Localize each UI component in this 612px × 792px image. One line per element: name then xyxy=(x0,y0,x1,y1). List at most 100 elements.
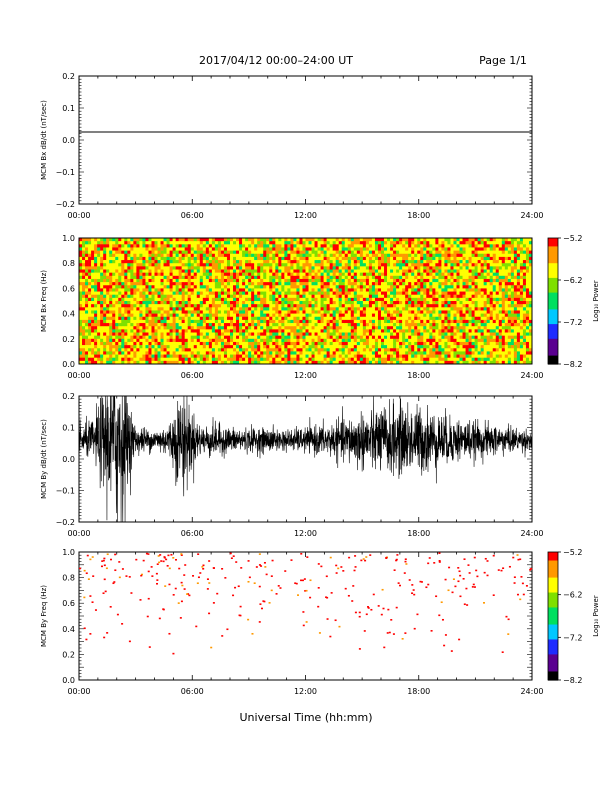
spectrogram-cell xyxy=(220,319,225,324)
spectrogram-cell xyxy=(223,282,228,286)
spectrogram-cell xyxy=(344,253,349,258)
spectrogram-cell xyxy=(124,345,128,349)
spectrogram-cell xyxy=(341,335,346,340)
spectrogram-cell xyxy=(429,291,433,295)
spectrogram-cell xyxy=(338,241,343,245)
spectrogram-cell xyxy=(220,329,225,333)
spectrogram-cell xyxy=(308,275,312,280)
spectrogram-cell xyxy=(359,338,364,343)
spectrogram-cell xyxy=(151,244,155,248)
spectrogram-cell xyxy=(157,241,161,245)
spectrogram-cell xyxy=(396,263,400,267)
spectrogram-cell xyxy=(371,357,376,362)
spectrogram-cell xyxy=(396,345,400,349)
spectrogram-cell xyxy=(169,329,173,333)
spectrogram-cell xyxy=(172,360,176,365)
spectrogram-cell xyxy=(223,316,228,321)
spectrogram-cell xyxy=(341,247,346,251)
spectrogram-cell xyxy=(248,323,252,327)
spectrogram-cell xyxy=(190,269,195,273)
spectrogram-cell xyxy=(320,253,324,258)
spectrogram-cell xyxy=(214,313,219,318)
spectrogram-cell xyxy=(414,294,418,299)
spectrogram-cell xyxy=(211,272,216,277)
spectrogram-cell xyxy=(127,332,131,336)
spectrogram-cell xyxy=(399,238,403,242)
spectrogram-cell xyxy=(223,304,228,308)
spectrogram-cell xyxy=(178,310,182,314)
spectrogram-cell xyxy=(384,354,388,358)
spectrogram-cell xyxy=(335,341,340,346)
spectrogram-cell xyxy=(88,338,92,343)
spectrogram-cell xyxy=(190,310,195,314)
spectrogram-cell xyxy=(396,301,400,305)
spectrogram-cell xyxy=(269,247,273,251)
spectrogram-cell xyxy=(181,319,185,324)
spectrogram-cell xyxy=(184,247,189,251)
spectrogram-cell xyxy=(139,360,143,365)
spectrogram-cell xyxy=(172,288,176,292)
spectrogram-cell xyxy=(426,338,430,343)
spectrogram-cell xyxy=(133,341,137,346)
spectrogram-cell xyxy=(154,278,158,283)
spectrogram-cell xyxy=(196,260,201,264)
spectrogram-cell xyxy=(411,297,415,302)
spectrogram-cell xyxy=(338,297,343,302)
spectrogram-cell xyxy=(100,275,104,280)
spectrogram-cell xyxy=(272,335,276,340)
spectrogram-cell xyxy=(272,341,276,346)
spectrogram-cell xyxy=(91,263,95,267)
spectrogram-cell xyxy=(320,275,324,280)
spectrogram-cell xyxy=(287,329,291,333)
spectrogram-cell xyxy=(371,316,376,321)
spectrogram-cell xyxy=(154,329,158,333)
spectrogram-cell xyxy=(142,247,146,251)
spectrogram-cell xyxy=(94,316,98,321)
spectrogram-cell xyxy=(124,253,128,258)
spectrogram-cell xyxy=(377,275,382,280)
spectrogram-cell xyxy=(166,282,170,286)
spectrogram-cell xyxy=(387,294,391,299)
spectrogram-cell xyxy=(245,338,249,343)
spectrogram-cell xyxy=(94,335,98,340)
spectrogram-cell xyxy=(82,335,86,340)
spectrogram-cell xyxy=(230,313,234,318)
spectrogram-cell xyxy=(79,238,83,242)
spectrogram-cell xyxy=(377,351,382,355)
spectrogram-cell xyxy=(260,247,264,251)
spectrogram-cell xyxy=(236,282,240,286)
spectrogram-cell xyxy=(230,307,234,311)
spectrogram-cell xyxy=(127,329,131,333)
spectrogram-cell xyxy=(275,360,279,365)
spectrogram-cell xyxy=(202,348,207,352)
spectrogram-cell xyxy=(287,297,291,302)
spectrogram-cell xyxy=(139,301,143,305)
spectrogram-cell xyxy=(166,335,170,340)
spectrogram-cell xyxy=(281,360,285,365)
spectrogram-cell xyxy=(308,360,312,365)
spectrogram-cell xyxy=(314,247,318,251)
spectrogram-cell xyxy=(344,247,349,251)
spectrogram-cell xyxy=(420,285,424,289)
spectrogram-cell xyxy=(142,297,146,302)
spectrogram-cell xyxy=(121,288,125,292)
spectrogram-cell xyxy=(254,282,258,286)
spectrogram-cell xyxy=(323,301,327,305)
spectrogram-cell xyxy=(202,275,207,280)
spectrogram-cell xyxy=(269,263,273,267)
spectrogram-cell xyxy=(272,244,276,248)
spectrogram-cell xyxy=(251,323,255,327)
spectrogram-cell xyxy=(311,285,315,289)
spectrogram-cell xyxy=(347,272,352,277)
spectrogram-cell xyxy=(139,244,143,248)
spectrogram-cell xyxy=(368,310,373,314)
spectrogram-cell xyxy=(199,329,204,333)
spectrogram-cell xyxy=(305,316,309,321)
spectrogram-cell xyxy=(402,282,406,286)
spectrogram-cell xyxy=(344,326,349,330)
spectrogram-cell xyxy=(242,278,246,283)
spectrogram-cell xyxy=(365,319,370,324)
spectrogram-cell xyxy=(245,304,249,308)
spectrogram-cell xyxy=(184,241,189,245)
spectrogram-cell xyxy=(91,278,95,283)
